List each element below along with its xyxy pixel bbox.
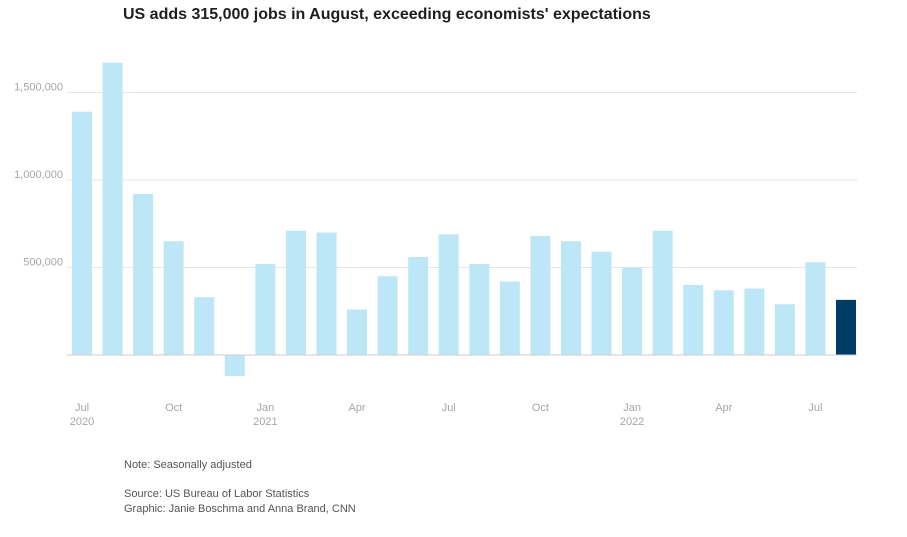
bar-aug-2020 — [102, 62, 123, 355]
bar-sep-2021 — [499, 281, 520, 355]
bar-jun-2022 — [774, 304, 795, 355]
x-tick-label: Jul — [808, 402, 822, 414]
x-tick-label: Oct — [532, 402, 549, 414]
axis-labels: 500,000 1,000,000 1,500,000 Jul 2020 Oct Jan 20… — [14, 82, 822, 429]
bar-jul-2021 — [438, 234, 459, 355]
bar-jan-2021 — [255, 264, 276, 355]
bar-chart: 500,000 1,000,000 1,500,000 Jul 2020 Oct Jan 20… — [14, 62, 857, 429]
gridlines — [67, 92, 857, 268]
bar-oct-2021 — [530, 236, 551, 355]
x-tick-label: Oct — [165, 402, 182, 414]
x-tick-year-label: 2021 — [253, 416, 277, 428]
bar-jul-2022 — [805, 262, 826, 355]
credit-text: Graphic: Janie Boschma and Anna Brand, C… — [124, 503, 356, 515]
bar-apr-2021 — [347, 309, 368, 355]
bar-feb-2022 — [652, 230, 673, 355]
note-text: Note: Seasonally adjusted — [124, 459, 252, 471]
bar-feb-2021 — [285, 230, 306, 355]
x-tick-label: Jan — [256, 402, 274, 414]
x-tick-label: Apr — [715, 402, 732, 414]
bar-aug-2022 — [836, 299, 856, 355]
bar-jun-2021 — [408, 257, 429, 355]
y-tick-label: 1,000,000 — [14, 169, 63, 181]
bar-jan-2022 — [622, 267, 643, 355]
x-tick-label: Jan — [623, 402, 641, 414]
bar-oct-2020 — [163, 241, 184, 355]
bar-nov-2020 — [194, 297, 215, 355]
bar-may-2021 — [377, 276, 398, 355]
bar-jul-2020 — [72, 111, 92, 355]
x-tick-label: Apr — [348, 402, 365, 414]
x-tick-year-label: 2020 — [70, 416, 94, 428]
chart-title: US adds 315,000 jobs in August, exceedin… — [123, 6, 651, 23]
x-tick-label: Jul — [442, 402, 456, 414]
y-tick-label: 1,500,000 — [14, 82, 63, 94]
bars — [72, 62, 856, 376]
x-tick-year-label: 2022 — [620, 416, 644, 428]
bar-apr-2022 — [713, 290, 734, 355]
bar-may-2022 — [744, 288, 765, 355]
x-tick-label: Jul — [75, 402, 89, 414]
bar-nov-2021 — [560, 241, 581, 355]
bar-sep-2020 — [133, 194, 154, 355]
bar-aug-2021 — [469, 264, 490, 355]
y-tick-label: 500,000 — [23, 257, 63, 269]
bar-dec-2020 — [224, 355, 245, 376]
bar-mar-2021 — [316, 232, 337, 355]
bar-mar-2022 — [683, 285, 704, 355]
bar-dec-2021 — [591, 251, 612, 355]
source-text: Source: US Bureau of Labor Statistics — [124, 488, 310, 500]
